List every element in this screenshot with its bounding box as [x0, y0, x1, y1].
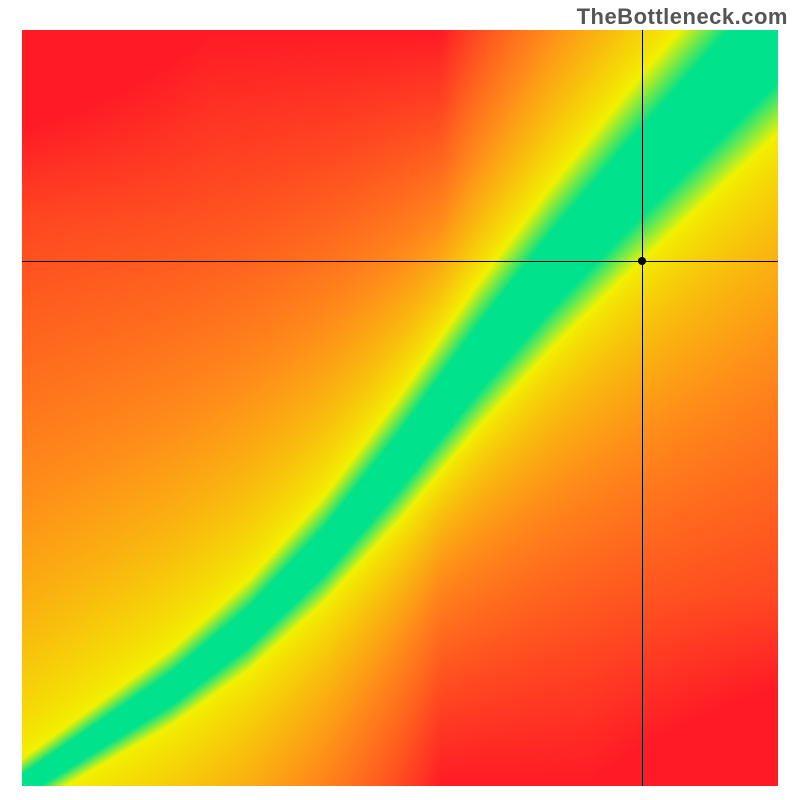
heatmap-canvas: [22, 30, 778, 786]
crosshair-horizontal: [22, 261, 778, 262]
bottleneck-heatmap: [22, 30, 778, 786]
watermark-text: TheBottleneck.com: [577, 4, 788, 30]
crosshair-vertical: [642, 30, 643, 786]
crosshair-marker: [638, 257, 646, 265]
